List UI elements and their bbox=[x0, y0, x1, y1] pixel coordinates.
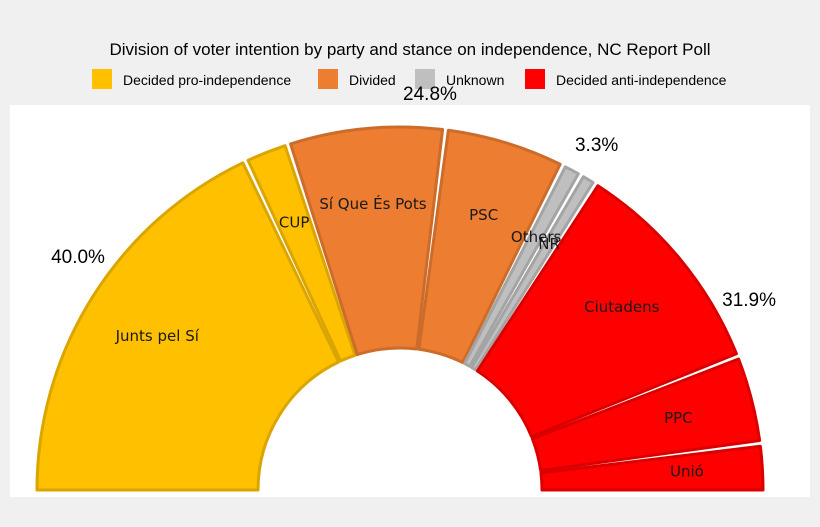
group-percent-3: 31.9% bbox=[722, 290, 776, 311]
segment-label-ppc: PPC bbox=[664, 409, 693, 427]
legend-label-decided-pro-independence: Decided pro-independence bbox=[123, 72, 291, 88]
legend: Decided pro-independence Divided Unknown De… bbox=[92, 69, 727, 89]
segment-ppc bbox=[530, 357, 762, 473]
segment-labels: Junts pel Sí CUP Sí Que És Pots PSC OthersNR… bbox=[115, 194, 704, 481]
group-percent-labels: 40.0% 24.8% 3.3% 31.9% bbox=[51, 84, 776, 311]
segment-ciutadens bbox=[475, 184, 738, 439]
segment-psc bbox=[417, 128, 562, 365]
segment-label-uni: Unió bbox=[670, 462, 704, 480]
legend-label-decided-anti-independence: Decided anti-independence bbox=[556, 72, 727, 88]
legend-label-unknown: Unknown bbox=[446, 72, 504, 88]
segment-label-nr: NR bbox=[538, 235, 560, 253]
legend-swatch-divided bbox=[318, 69, 338, 89]
segment-label-cup: CUP bbox=[279, 214, 310, 232]
segment-label-junts-pel-s: Junts pel Sí bbox=[115, 327, 200, 345]
segment-others bbox=[463, 165, 580, 368]
donut-segments bbox=[35, 125, 765, 492]
segment-cup bbox=[246, 144, 357, 363]
group-percent-0: 40.0% bbox=[51, 247, 105, 268]
segment-s-que-s-pots bbox=[289, 125, 445, 357]
segment-label-others: Others bbox=[511, 228, 562, 246]
segment-uni bbox=[539, 444, 765, 492]
legend-swatch-unknown bbox=[415, 69, 435, 89]
group-percent-1: 24.8% bbox=[403, 84, 457, 105]
segment-nr bbox=[470, 175, 595, 372]
legend-swatch-decided-anti-independence bbox=[525, 69, 545, 89]
segment-label-ciutadens: Ciutadens bbox=[584, 298, 659, 316]
legend-label-divided: Divided bbox=[349, 72, 396, 88]
segment-junts-pel-s bbox=[35, 161, 341, 492]
group-percent-2: 3.3% bbox=[575, 135, 618, 156]
chart-title: Division of voter intention by party and… bbox=[109, 40, 710, 59]
segment-label-psc: PSC bbox=[469, 206, 498, 224]
segment-label-s-que-s-pots: Sí Que És Pots bbox=[319, 194, 426, 213]
legend-swatch-decided-pro-independence bbox=[92, 69, 112, 89]
